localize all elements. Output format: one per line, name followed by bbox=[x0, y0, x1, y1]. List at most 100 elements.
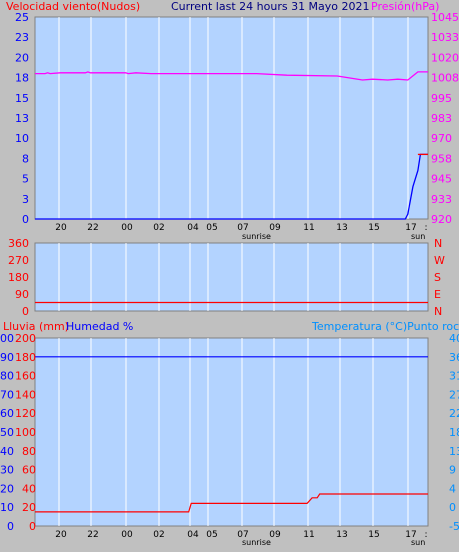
rain-line bbox=[35, 493, 428, 513]
temperature-tick-label: 36 bbox=[449, 351, 459, 364]
humidity-axis-title: Humedad % bbox=[66, 320, 133, 333]
wind-direction-plot-area bbox=[34, 242, 429, 312]
rain-humidity-x-ticks: 20 22 00 02 04 05 07 09 11 13 15 17: bbox=[55, 530, 427, 540]
humidity-tick-label: 60 bbox=[0, 407, 14, 420]
pressure-tick-label: 920 bbox=[431, 213, 452, 226]
x-tick-label: 15 bbox=[368, 530, 379, 540]
rain-tick-label: 160 bbox=[15, 370, 36, 383]
x-tick-label: 02 bbox=[153, 530, 164, 540]
rain-axis-title: Lluvia (mm) bbox=[3, 320, 69, 333]
direction-degree-label: 180 bbox=[8, 271, 29, 284]
temperature-tick-label: 31 bbox=[449, 370, 459, 383]
x-tick-label: 20 bbox=[55, 223, 67, 233]
wind-tick-label: 0 bbox=[22, 213, 29, 226]
rain-tick-label: 40 bbox=[22, 482, 36, 495]
rain-tick-label: 120 bbox=[15, 407, 36, 420]
humidity-tick-label: 20 bbox=[0, 482, 14, 495]
chart-title: Current last 24 hours 31 Mayo 2021 bbox=[171, 0, 370, 13]
direction-degree-label: 270 bbox=[8, 254, 29, 267]
direction-compass-label: N bbox=[434, 305, 442, 318]
temperature-tick-label: 0 bbox=[449, 501, 456, 514]
x-tick-label: 17 bbox=[405, 530, 416, 540]
x-tick-label: 09 bbox=[269, 530, 281, 540]
x-tick-label: 13 bbox=[336, 223, 347, 233]
wind-tick-label: 13 bbox=[15, 112, 29, 125]
rain-humidity-temp-panel: Lluvia (mm) Humedad % Temperatura (°C)Pu… bbox=[0, 320, 459, 547]
direction-degree-label: 0 bbox=[22, 305, 29, 318]
humidity-tick-label: 90 bbox=[0, 351, 14, 364]
wind-axis-ticks: 0 3 5 8 10 13 15 18 20 23 25 bbox=[15, 11, 29, 226]
sunrise-label: sunrise bbox=[242, 232, 271, 241]
rain-humidity-plot-area bbox=[34, 337, 429, 527]
rain-axis-ticks: 0 20 40 60 80 100 120 140 160 180 200 bbox=[15, 332, 36, 533]
sunrise-label-bottom: sunrise bbox=[242, 538, 271, 547]
pressure-line bbox=[35, 71, 428, 81]
humidity-tick-label: 10 bbox=[0, 501, 14, 514]
rain-tick-label: 200 bbox=[15, 332, 36, 345]
x-tick-label: 15 bbox=[368, 223, 379, 233]
x-tick-label: 05 bbox=[206, 223, 217, 233]
temperature-tick-label: -5 bbox=[449, 520, 459, 533]
direction-compass-label: S bbox=[434, 271, 441, 284]
x-tick-label: 04 bbox=[187, 223, 199, 233]
x-tick-label: 13 bbox=[336, 530, 347, 540]
sunset-label-bottom: sun bbox=[411, 538, 425, 547]
temperature-tick-label: 9 bbox=[449, 464, 456, 477]
direction-degree-label: 360 bbox=[8, 237, 29, 250]
pressure-axis-ticks: 920 933 945 958 970 983 995 1008 1020 1033 1045 bbox=[431, 11, 459, 226]
temperature-tick-label: 22 bbox=[449, 407, 459, 420]
direction-compass-label: N bbox=[434, 237, 442, 250]
rain-tick-label: 60 bbox=[22, 464, 36, 477]
rain-tick-label: 20 bbox=[22, 501, 36, 514]
wind-pressure-series bbox=[35, 71, 428, 220]
x-tick-label: : bbox=[424, 530, 427, 540]
pressure-tick-label: 1033 bbox=[431, 31, 459, 44]
x-tick-label: 20 bbox=[55, 530, 67, 540]
rain-tick-label: 80 bbox=[22, 445, 36, 458]
x-tick-label: 11 bbox=[303, 530, 314, 540]
wind-tick-label: 3 bbox=[22, 193, 29, 206]
x-tick-label: 00 bbox=[121, 223, 133, 233]
wind-tick-label: 15 bbox=[15, 92, 29, 105]
pressure-tick-label: 1008 bbox=[431, 72, 459, 85]
rain-tick-label: 0 bbox=[29, 520, 36, 533]
wind-pressure-grid bbox=[58, 17, 409, 219]
humidity-axis-ticks: 0 10 20 30 40 50 60 70 80 90 100 bbox=[0, 332, 14, 533]
wind-tick-label: 5 bbox=[22, 173, 29, 186]
x-tick-label: 22 bbox=[87, 530, 98, 540]
rain-humidity-series bbox=[35, 356, 428, 513]
x-tick-label: 17 bbox=[405, 223, 416, 233]
temperature-axis-title: Temperatura (°C)Punto rocío bbox=[311, 320, 459, 333]
pressure-tick-label: 995 bbox=[431, 92, 452, 105]
wind-tick-label: 8 bbox=[22, 152, 29, 165]
direction-compass-label: W bbox=[434, 254, 445, 267]
temperature-tick-label: 18 bbox=[449, 426, 459, 439]
pressure-tick-label: 933 bbox=[431, 193, 452, 206]
x-tick-label: 05 bbox=[206, 530, 217, 540]
direction-degree-label: 90 bbox=[15, 288, 29, 301]
wind-tick-label: 23 bbox=[15, 31, 29, 44]
temperature-tick-label: 13 bbox=[449, 445, 459, 458]
x-tick-label: 02 bbox=[153, 223, 164, 233]
wind-pressure-panel: Velocidad viento(Nudos) Current last 24 … bbox=[6, 0, 459, 241]
x-tick-label: : bbox=[424, 223, 427, 233]
humidity-tick-label: 30 bbox=[0, 464, 14, 477]
direction-compass-label: E bbox=[434, 288, 441, 301]
wind-tick-label: 10 bbox=[15, 132, 29, 145]
rain-tick-label: 180 bbox=[15, 351, 36, 364]
rain-tick-label: 100 bbox=[15, 426, 36, 439]
wind-pressure-x-ticks: 20 22 00 02 04 05 07 09 11 13 15 17: bbox=[55, 223, 427, 233]
wind-pressure-plot-area bbox=[34, 16, 429, 220]
humidity-tick-label: 0 bbox=[7, 520, 14, 533]
wind-direction-grid bbox=[58, 243, 409, 311]
temperature-tick-label: 40 bbox=[449, 332, 459, 345]
pressure-tick-label: 983 bbox=[431, 112, 452, 125]
wind-tick-label: 20 bbox=[15, 51, 29, 64]
humidity-tick-label: 80 bbox=[0, 370, 14, 383]
temperature-tick-label: 4 bbox=[449, 482, 456, 495]
pressure-tick-label: 1045 bbox=[431, 11, 459, 24]
temperature-tick-label: 27 bbox=[449, 388, 459, 401]
direction-degree-ticks: 0 90 180 270 360 bbox=[8, 237, 29, 318]
